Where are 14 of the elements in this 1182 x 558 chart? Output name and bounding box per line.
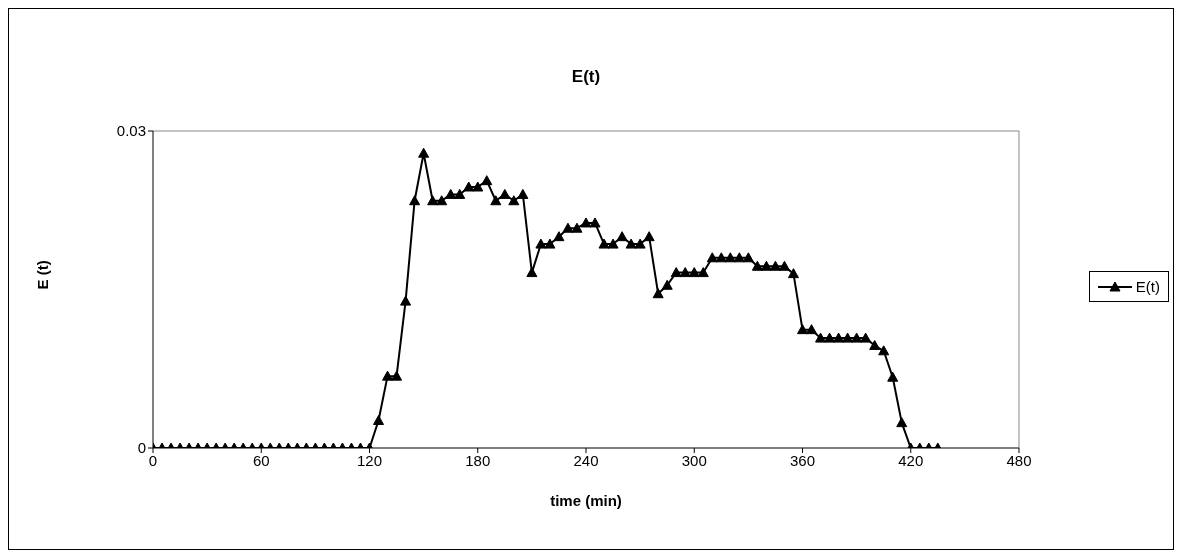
x-tick-label: 120 <box>356 451 383 469</box>
y-axis-title: E (t) <box>34 260 52 290</box>
x-tick-label: 300 <box>681 451 707 469</box>
x-tick-label: 180 <box>465 451 491 469</box>
x-tick-label: 0 <box>148 451 158 469</box>
x-tick-label: 240 <box>573 451 599 469</box>
y-tick-label: 0.03 <box>116 122 146 140</box>
chart-title: E(t) <box>570 67 602 87</box>
x-tick-label: 480 <box>1006 451 1032 469</box>
x-tick-label: 360 <box>789 451 816 469</box>
legend-label: E(t) <box>1135 278 1160 295</box>
x-axis-title: time (min) <box>550 492 622 509</box>
x-tick-label: 420 <box>898 451 924 469</box>
x-tick-label: 60 <box>252 451 270 469</box>
